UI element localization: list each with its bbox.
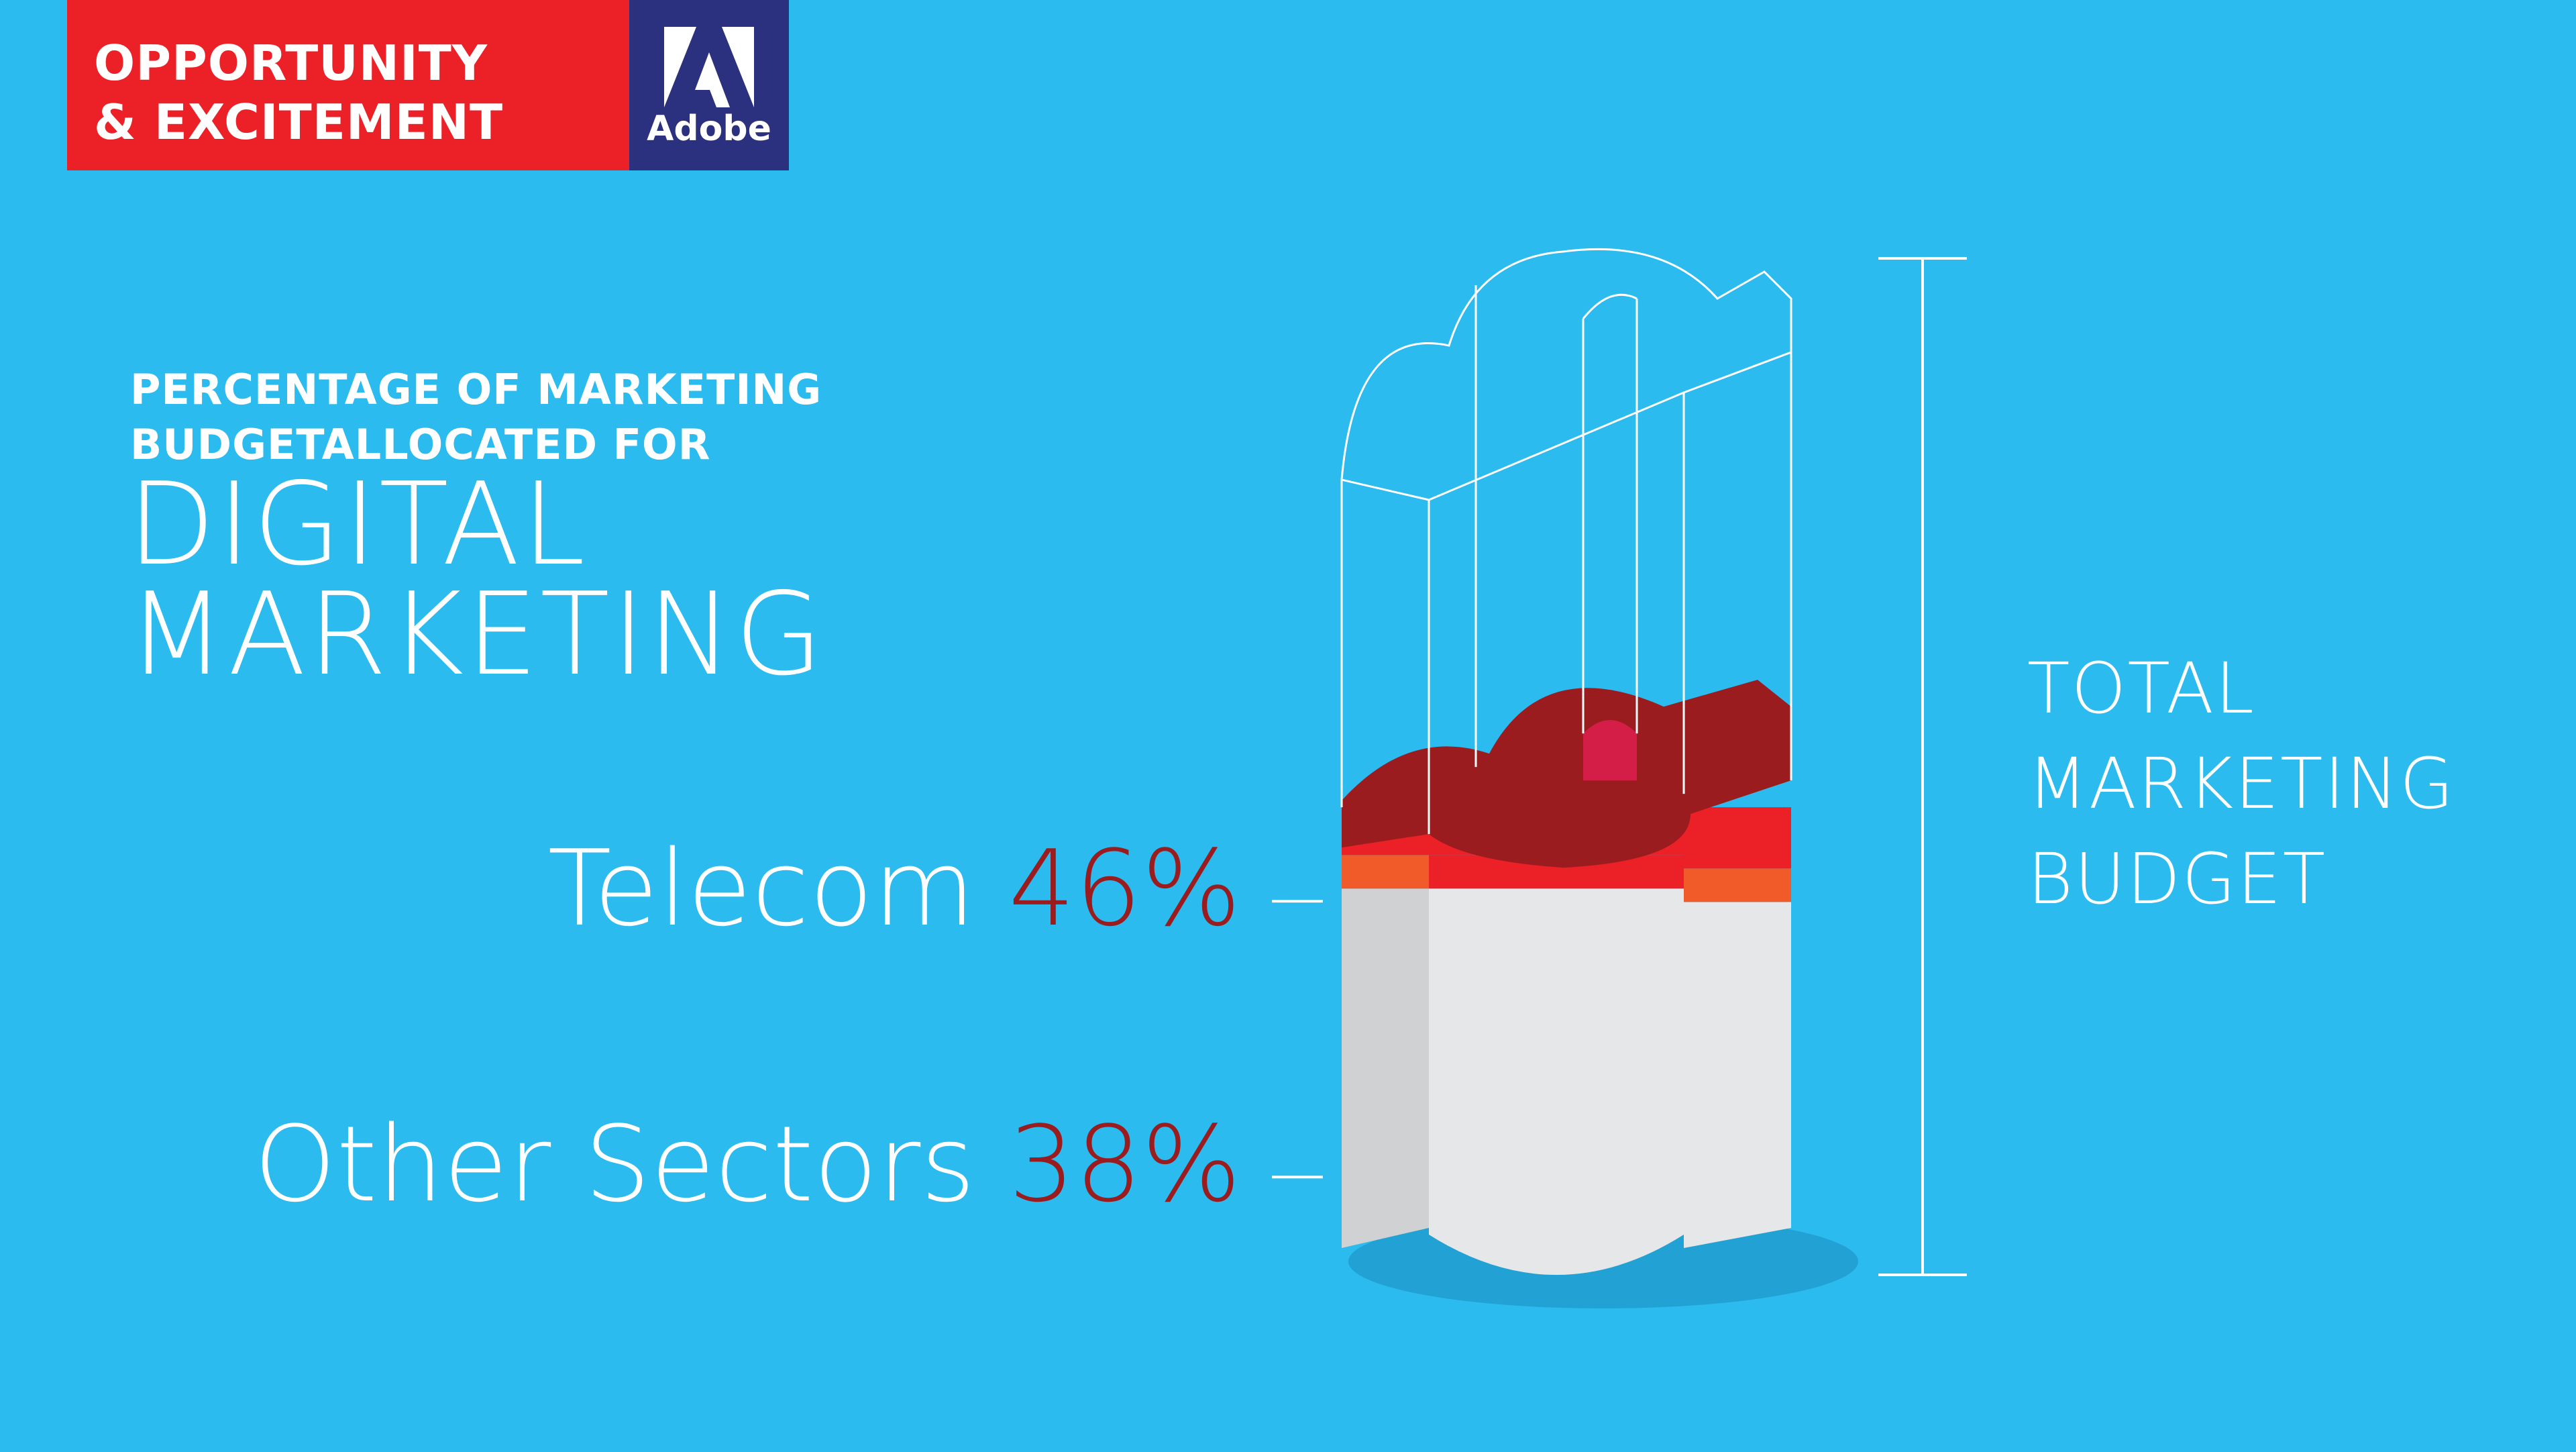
telecom-label: Telecom 46%	[547, 827, 1241, 949]
adobe-wordmark: Adobe	[647, 109, 771, 149]
other-sectors-value: 38%	[1008, 1103, 1241, 1226]
subtitle-line-2: BUDGETALLOCATED FOR	[130, 420, 711, 469]
telecom-value: 46%	[1008, 827, 1241, 950]
budget-wireframe-top	[1340, 248, 1792, 501]
dollar-graphic	[1340, 248, 1792, 1275]
total-label-line-3: BUDGET	[2027, 838, 2327, 920]
left-column-other-band	[1342, 855, 1429, 889]
title-line-1: DIGITAL	[127, 458, 588, 591]
other-sectors-name: Other Sectors	[254, 1103, 975, 1226]
budget-wireframe-notch	[1582, 293, 1638, 319]
subtitle: PERCENTAGE OF MARKETING BUDGETALLOCATED …	[130, 362, 822, 472]
other-sectors-label: Other Sectors 38%	[254, 1103, 1241, 1225]
subtitle-line-1: PERCENTAGE OF MARKETING	[130, 365, 822, 414]
budget-wireframe-verticals	[1340, 285, 1792, 835]
banner-title: OPPORTUNITY & EXCITEMENT	[94, 34, 503, 152]
adobe-logo-icon	[664, 27, 754, 107]
right-column-other-band	[1684, 868, 1791, 902]
adobe-logo-box: Adobe	[629, 0, 789, 170]
total-label-line-2: MARKETING	[2027, 743, 2455, 825]
title-line-2: MARKETING	[127, 568, 825, 701]
dollar-inner-notch	[1583, 720, 1637, 781]
page-title: DIGITAL MARKETING	[127, 458, 825, 701]
telecom-name: Telecom	[547, 827, 975, 950]
left-column-base	[1342, 888, 1429, 1248]
banner	[67, 0, 629, 170]
total-marketing-budget-label: TOTAL MARKETING BUDGET	[2027, 641, 2455, 927]
total-label-line-1: TOTAL	[2027, 647, 2255, 729]
right-column-base	[1684, 902, 1791, 1248]
banner-line-2: & EXCITEMENT	[94, 94, 504, 150]
right-column-telecom-band	[1684, 807, 1791, 869]
telecom-top-cap	[1342, 680, 1791, 868]
main-column-base	[1429, 888, 1684, 1275]
banner-line-1: OPPORTUNITY	[94, 35, 488, 91]
